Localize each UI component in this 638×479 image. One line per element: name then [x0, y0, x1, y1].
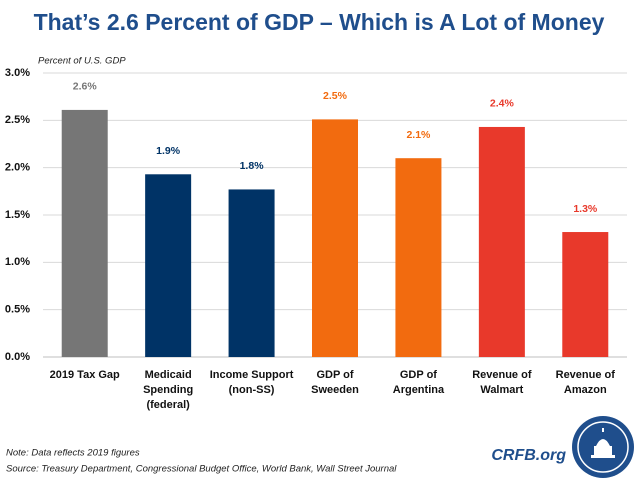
- value-label: 2.4%: [490, 98, 515, 110]
- x-tick-label: Income Support (non-SS): [209, 369, 294, 396]
- logo-ring: [577, 421, 629, 473]
- x-tick-label: Revenue of Amazon: [555, 369, 615, 396]
- value-label: 1.9%: [156, 145, 181, 157]
- logo: [572, 416, 634, 478]
- y-tick-label: 2.5%: [5, 114, 30, 126]
- brand: CRFB.org: [491, 447, 566, 464]
- value-label: 2.6%: [73, 81, 98, 93]
- source: Source: Treasury Department, Congression…: [6, 464, 397, 475]
- x-tick-label: Medicaid Spending (federal): [143, 369, 194, 411]
- x-tick-label: 2019 Tax Gap: [49, 369, 120, 381]
- bar: [228, 189, 275, 357]
- value-label: 1.8%: [240, 160, 265, 172]
- y-tick-label: 0.0%: [5, 351, 30, 363]
- bar: [145, 174, 192, 357]
- x-tick-label: GDP of Sweeden: [311, 369, 359, 396]
- chart-title: That’s 2.6 Percent of GDP – Which is A L…: [34, 9, 605, 35]
- y-tick-label: 2.0%: [5, 162, 30, 174]
- y-tick-label: 1.0%: [5, 256, 30, 268]
- bar: [562, 232, 609, 357]
- bar: [312, 119, 358, 358]
- bar: [395, 158, 442, 357]
- bar: [478, 126, 525, 358]
- y-axis-label: Percent of U.S. GDP: [38, 56, 126, 67]
- value-label: 2.1%: [406, 129, 431, 141]
- logo-capitol: [591, 428, 615, 458]
- x-tick-label: GDP of Argentina: [392, 369, 445, 396]
- value-label: 2.5%: [323, 90, 348, 102]
- y-tick-label: 0.5%: [5, 304, 30, 316]
- bar: [61, 109, 108, 357]
- y-tick-label: 1.5%: [5, 209, 30, 221]
- note: Note: Data reflects 2019 figures: [6, 448, 140, 459]
- value-label: 1.3%: [573, 203, 598, 215]
- y-tick-label: 3.0%: [5, 67, 30, 79]
- x-tick-label: Revenue of Walmart: [472, 369, 532, 396]
